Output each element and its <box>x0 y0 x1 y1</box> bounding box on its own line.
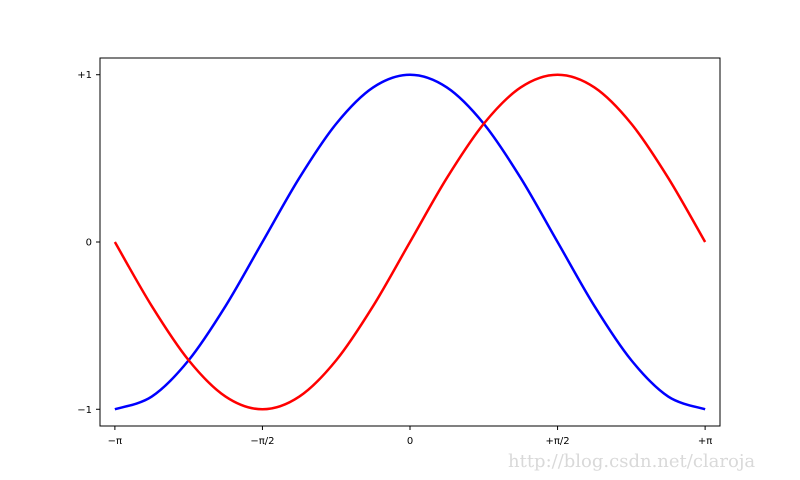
y-tick-label-0: −1 <box>77 405 92 416</box>
y-tick-label-2: +1 <box>77 70 92 81</box>
y-tick-label-1: 0 <box>86 238 92 249</box>
watermark: http://blog.csdn.net/claroja <box>508 451 755 472</box>
series-line-0 <box>114 73 706 411</box>
x-tick-label-0: −π <box>108 436 122 447</box>
x-tick-label-1: −π/2 <box>250 436 274 447</box>
series-layer <box>113 73 707 411</box>
series-line-1 <box>113 73 707 411</box>
x-tick-label-4: +π <box>698 436 712 447</box>
axes-layer: −π −π/2 0 +π/2 +π −1 0 +1 <box>77 70 712 447</box>
x-tick-label-3: +π/2 <box>545 436 569 447</box>
x-tick-label-2: 0 <box>407 436 413 447</box>
